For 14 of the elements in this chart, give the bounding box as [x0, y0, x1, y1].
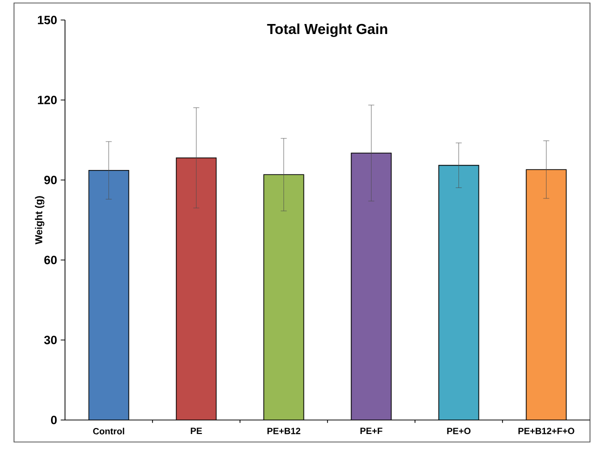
x-tick-label: PE — [190, 428, 202, 434]
y-axis-title: Weight (g) — [34, 196, 44, 244]
y-tick-label: 30 — [44, 336, 57, 344]
x-tick-label: PE+O — [447, 428, 470, 434]
x-tick-label: PE+B12+F+O — [518, 428, 574, 434]
y-tick-label: 120 — [38, 96, 57, 104]
y-tick-label: 0 — [51, 416, 57, 424]
x-tick-label: PE+B12 — [267, 428, 300, 434]
y-tick-label: 90 — [44, 176, 57, 184]
x-tick-label: PE+F — [360, 428, 382, 434]
y-tick-label: 150 — [38, 16, 57, 24]
x-tick-label: Control — [93, 428, 124, 434]
chart-title: Total Weight Gain — [267, 24, 388, 38]
y-tick-label: 60 — [44, 256, 57, 264]
